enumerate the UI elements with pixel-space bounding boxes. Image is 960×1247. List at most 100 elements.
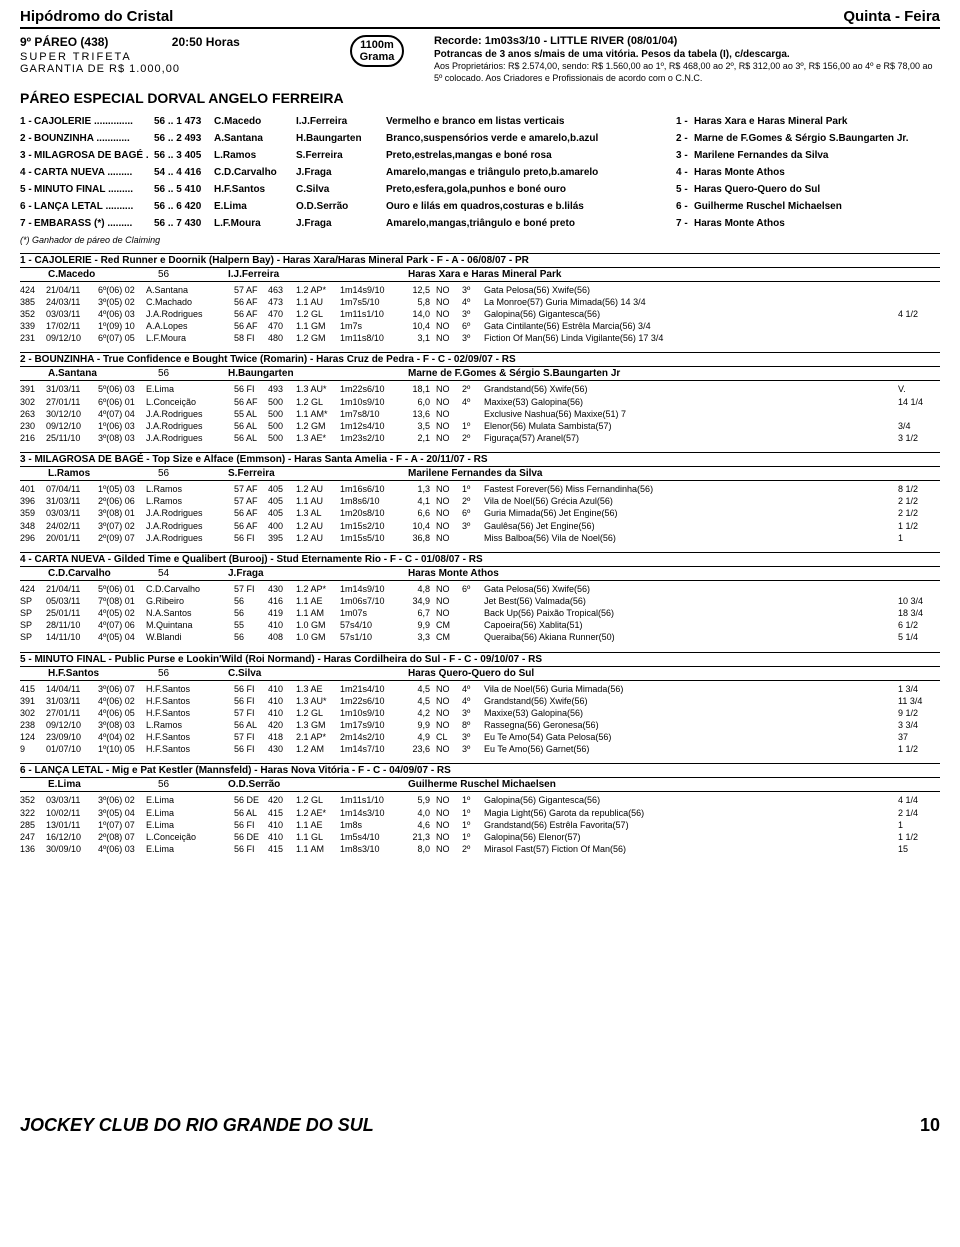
- race-time: 20:50 Horas: [172, 35, 240, 49]
- jockey: A.Santana: [48, 368, 158, 379]
- owner-number: 5 -: [676, 184, 694, 195]
- entry-row: 3 -MILAGROSA DE BAGÉ .56 .. 3 405L.Ramos…: [20, 150, 940, 161]
- trainer: J.Fraga: [296, 167, 386, 178]
- past-performance-row: 35203/03/113º(06) 02E.Lima56 DE4201.2 GL…: [20, 794, 940, 806]
- past-performance-row: 35203/03/114º(06) 03J.A.Rodrigues56 AF47…: [20, 308, 940, 320]
- guarantee: GARANTIA DE R$ 1.000,00: [20, 63, 320, 75]
- past-performance-row: 901/07/101º(10) 05H.F.Santos56 FI4301.2 …: [20, 743, 940, 755]
- past-performance-row: 39131/03/114º(06) 02H.F.Santos56 FI4101.…: [20, 695, 940, 707]
- horse-connections: C.Macedo56I.J.FerreiraHaras Xara e Haras…: [20, 268, 940, 282]
- horse-connections: C.D.Carvalho54J.FragaHaras Monte Athos: [20, 567, 940, 581]
- owner-name: Marne de F.Gomes & Sérgio S.Baungarten J…: [694, 133, 940, 144]
- horse-pedigree-line: 4 - CARTA NUEVA - Gilded Time e Qualiber…: [20, 552, 940, 567]
- weight-post: 56 .. 5 410: [154, 184, 214, 195]
- past-performance-row: 26330/12/104º(07) 04J.A.Rodrigues55 AL50…: [20, 408, 940, 420]
- footer-page: 10: [920, 1115, 940, 1136]
- past-performance-row: 23809/12/103º(08) 03L.Ramos56 AL4201.3 G…: [20, 719, 940, 731]
- jockey: A.Santana: [214, 133, 296, 144]
- silks-colors: Branco,suspensórios verde e amarelo,b.az…: [386, 133, 676, 144]
- entry-row: 5 -MINUTO FINAL .........56 .. 5 410H.F.…: [20, 184, 940, 195]
- jockey: L.Ramos: [48, 468, 158, 479]
- past-performance-row: 39131/03/115º(06) 03E.Lima56 FI4931.3 AU…: [20, 383, 940, 395]
- past-performance-row: 38524/03/113º(05) 02C.Machado56 AF4731.1…: [20, 296, 940, 308]
- weight: 54: [158, 568, 228, 579]
- past-performance-row: 23109/12/106º(07) 05L.F.Moura58 FI4801.2…: [20, 332, 940, 344]
- horse-pedigree-line: 2 - BOUNZINHA - True Confidence e Bought…: [20, 352, 940, 367]
- purse-text: Aos Proprietários: R$ 2.574,00, sendo: R…: [434, 61, 940, 84]
- horse-pedigree-line: 3 - MILAGROSA DE BAGÉ - Top Size e Alfac…: [20, 452, 940, 467]
- past-performance-row: 32210/02/113º(05) 04E.Lima56 AL4151.2 AE…: [20, 807, 940, 819]
- horse-name: BOUNZINHA ............: [34, 133, 154, 144]
- weight-post: 54 .. 4 416: [154, 167, 214, 178]
- entry-number: 1 -: [20, 116, 34, 127]
- entry-number: 4 -: [20, 167, 34, 178]
- horse-pedigree-line: 1 - CAJOLERIE - Red Runner e Doornik (Ha…: [20, 253, 940, 268]
- owner: Haras Monte Athos: [408, 568, 940, 579]
- horse-block: 1 - CAJOLERIE - Red Runner e Doornik (Ha…: [20, 253, 940, 345]
- past-performance-row: 21625/11/103º(08) 03J.A.Rodrigues56 AL50…: [20, 432, 940, 444]
- entry-number: 6 -: [20, 201, 34, 212]
- trainer: H.Baungarten: [296, 133, 386, 144]
- weight-post: 56 .. 1 473: [154, 116, 214, 127]
- past-performance-row: 41514/04/113º(06) 07H.F.Santos56 FI4101.…: [20, 683, 940, 695]
- weight: 56: [158, 269, 228, 280]
- weight-post: 56 .. 6 420: [154, 201, 214, 212]
- past-performance-row: 13630/09/104º(06) 03E.Lima56 FI4151.1 AM…: [20, 843, 940, 855]
- jockey: C.Macedo: [48, 269, 158, 280]
- venue-name: Hipódromo do Cristal: [20, 8, 173, 25]
- weight-post: 56 .. 3 405: [154, 150, 214, 161]
- trainer: J.Fraga: [296, 218, 386, 229]
- jockey: E.Lima: [214, 201, 296, 212]
- entry-number: 3 -: [20, 150, 34, 161]
- entry-number: 7 -: [20, 218, 34, 229]
- past-performance-row: 12423/09/104º(04) 02H.F.Santos57 FI4182.…: [20, 731, 940, 743]
- owner: Marilene Fernandes da Silva: [408, 468, 940, 479]
- past-performance-row: 40107/04/111º(05) 03L.Ramos57 AF4051.2 A…: [20, 483, 940, 495]
- past-performance-row: 35903/03/113º(08) 01J.A.Rodrigues56 AF40…: [20, 507, 940, 519]
- horse-connections: A.Santana56H.BaungartenMarne de F.Gomes …: [20, 367, 940, 381]
- past-performance-row: 30227/01/116º(06) 01L.Conceição56 AF5001…: [20, 396, 940, 408]
- owner-number: 4 -: [676, 167, 694, 178]
- horse-block: 4 - CARTA NUEVA - Gilded Time e Qualiber…: [20, 552, 940, 644]
- entry-row: 4 -CARTA NUEVA .........54 .. 4 416C.D.C…: [20, 167, 940, 178]
- owner-name: Haras Monte Athos: [694, 167, 940, 178]
- jockey: C.D.Carvalho: [48, 568, 158, 579]
- entry-row: 1 -CAJOLERIE ..............56 .. 1 473C.…: [20, 116, 940, 127]
- horse-pedigree-line: 6 - LANÇA LETAL - Mig e Pat Kestler (Man…: [20, 763, 940, 778]
- silks-colors: Amarelo,mangas,triângulo e boné preto: [386, 218, 676, 229]
- trainer: H.Baungarten: [228, 368, 408, 379]
- horse-block: 2 - BOUNZINHA - True Confidence e Bought…: [20, 352, 940, 444]
- weight: 56: [158, 779, 228, 790]
- entry-row: 7 -EMBARASS (*) .........56 .. 7 430L.F.…: [20, 218, 940, 229]
- past-performance-row: 42421/04/115º(06) 01C.D.Carvalho57 FI430…: [20, 583, 940, 595]
- entry-row: 6 -LANÇA LETAL ..........56 .. 6 420E.Li…: [20, 201, 940, 212]
- owner: Marne de F.Gomes & Sérgio S.Baungarten J…: [408, 368, 940, 379]
- entry-row: 2 -BOUNZINHA ............56 .. 2 493A.Sa…: [20, 133, 940, 144]
- track-record: Recorde: 1m03s3/10 - LITTLE RIVER (08/01…: [434, 35, 940, 49]
- owner-name: Haras Quero-Quero do Sul: [694, 184, 940, 195]
- horse-connections: E.Lima56O.D.SerrãoGuilherme Ruschel Mich…: [20, 778, 940, 792]
- silks-colors: Preto,esfera,gola,punhos e boné ouro: [386, 184, 676, 195]
- trainer: S.Ferreira: [296, 150, 386, 161]
- trainer: O.D.Serrão: [228, 779, 408, 790]
- horse-connections: L.Ramos56S.FerreiraMarilene Fernandes da…: [20, 467, 940, 481]
- claiming-note: (*) Ganhador de páreo de Claiming: [20, 235, 940, 245]
- jockey: C.D.Carvalho: [214, 167, 296, 178]
- past-performance-row: 29620/01/112º(09) 07J.A.Rodrigues56 FI39…: [20, 532, 940, 544]
- owner: Guilherme Ruschel Michaelsen: [408, 779, 940, 790]
- trainer: I.J.Ferreira: [296, 116, 386, 127]
- past-performance-row: 34824/02/113º(07) 02J.A.Rodrigues56 AF40…: [20, 520, 940, 532]
- owner: Haras Xara e Haras Mineral Park: [408, 269, 940, 280]
- trainer: O.D.Serrão: [296, 201, 386, 212]
- jockey: L.F.Moura: [214, 218, 296, 229]
- entry-number: 2 -: [20, 133, 34, 144]
- weight-post: 56 .. 2 493: [154, 133, 214, 144]
- owner-name: Marilene Fernandes da Silva: [694, 150, 940, 161]
- horse-name: EMBARASS (*) .........: [34, 218, 154, 229]
- horse-block: 3 - MILAGROSA DE BAGÉ - Top Size e Alfac…: [20, 452, 940, 544]
- surface-value: Grama: [360, 51, 395, 63]
- horse-block: 6 - LANÇA LETAL - Mig e Pat Kestler (Man…: [20, 763, 940, 855]
- jockey: L.Ramos: [214, 150, 296, 161]
- silks-colors: Ouro e lilás em quadros,costuras e b.lil…: [386, 201, 676, 212]
- past-performance-row: 23009/12/101º(06) 03J.A.Rodrigues56 AL50…: [20, 420, 940, 432]
